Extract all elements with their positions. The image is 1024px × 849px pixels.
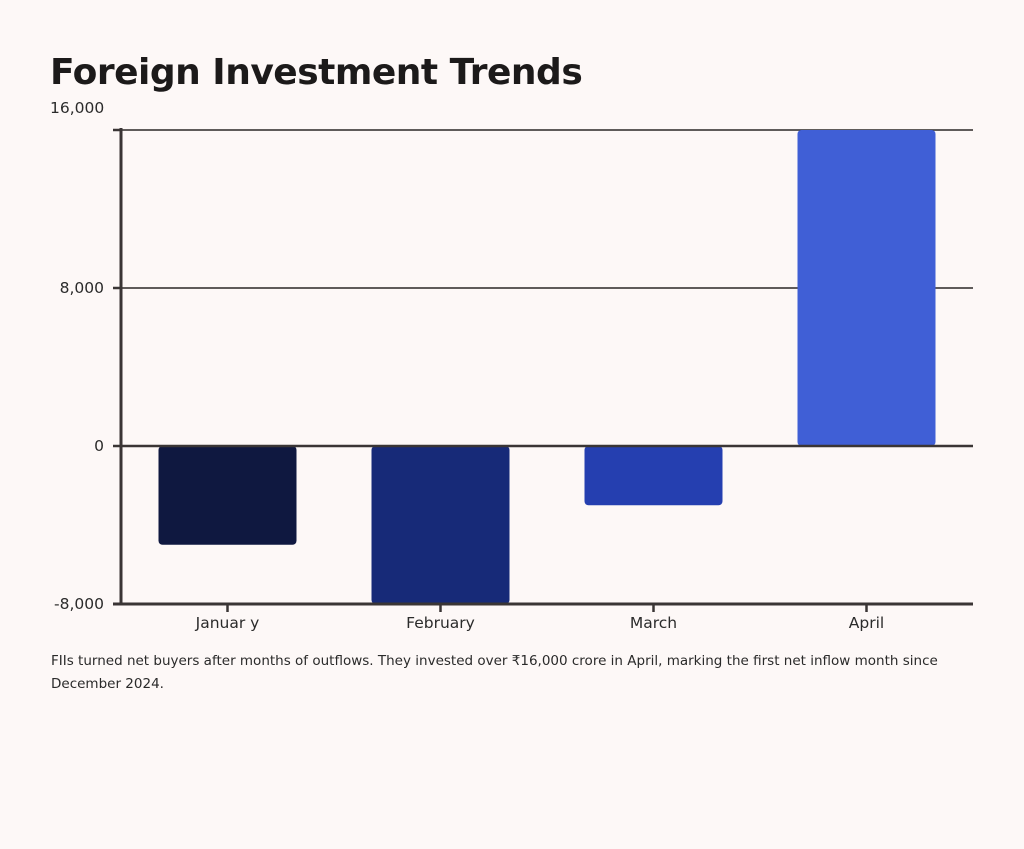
y-tick-label: 8,000 <box>60 279 104 297</box>
bars <box>158 130 936 604</box>
bar-march <box>584 446 723 506</box>
x-tick-label: March <box>630 614 677 632</box>
y-tick-labels: -8,000 0 8,000 16,000 <box>50 99 104 613</box>
chart-title: Foreign Investment Trends <box>50 52 583 93</box>
x-tick-label: February <box>406 614 475 632</box>
bar-february <box>371 446 510 604</box>
bar-januar-y <box>158 446 297 545</box>
x-tick-label: April <box>849 614 884 632</box>
y-tick-label: -8,000 <box>54 595 104 613</box>
x-tick-label: Januar y <box>195 614 260 632</box>
chart-caption: FIIs turned net buyers after months of o… <box>51 653 938 692</box>
bar-april <box>797 130 936 446</box>
y-tick-label: 0 <box>94 437 104 455</box>
axes <box>113 128 973 612</box>
x-tick-labels: Januar y February March April <box>195 614 885 632</box>
y-tick-label: 16,000 <box>50 99 104 117</box>
